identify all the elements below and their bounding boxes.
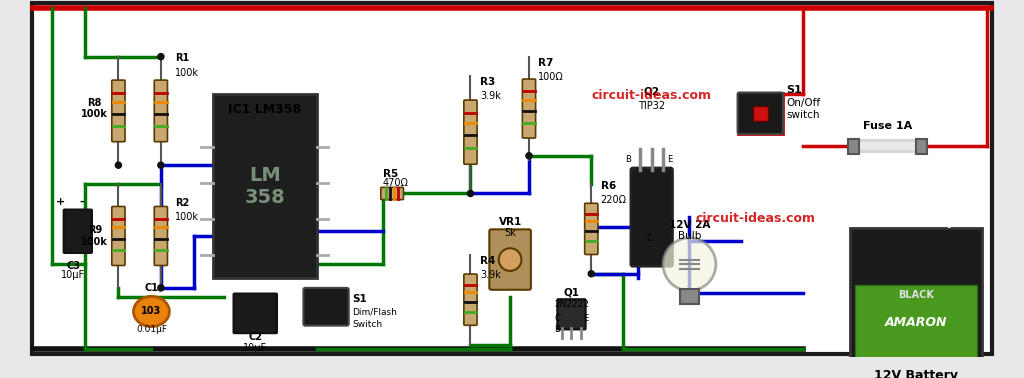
FancyBboxPatch shape [112, 80, 125, 142]
Text: TIP32: TIP32 [638, 101, 666, 110]
Text: 100k: 100k [175, 68, 199, 77]
Text: 10μF: 10μF [244, 343, 267, 353]
Text: E: E [667, 155, 672, 164]
Text: C: C [647, 234, 653, 243]
Text: R5: R5 [383, 169, 398, 178]
Circle shape [467, 190, 474, 197]
Text: C: C [554, 314, 560, 323]
Text: E: E [583, 314, 588, 323]
Text: B: B [626, 155, 631, 164]
Text: +: + [941, 213, 957, 232]
Bar [737, 93, 783, 134]
FancyBboxPatch shape [585, 203, 598, 254]
Text: switch: switch [786, 110, 820, 120]
FancyBboxPatch shape [381, 187, 403, 200]
Bar [916, 139, 928, 154]
Text: R8
100k: R8 100k [81, 98, 109, 119]
Circle shape [588, 270, 595, 277]
Text: R2: R2 [175, 198, 189, 208]
Text: circuit-ideas.com: circuit-ideas.com [695, 212, 815, 225]
Text: R3: R3 [480, 77, 496, 87]
Circle shape [525, 152, 532, 160]
Text: circuit-ideas.com: circuit-ideas.com [592, 89, 712, 102]
Text: S1: S1 [352, 294, 368, 304]
Text: 0.01μF: 0.01μF [136, 325, 167, 334]
Text: Q2: Q2 [644, 87, 659, 96]
Bar [848, 139, 859, 154]
Text: R9
100k: R9 100k [81, 225, 109, 247]
Circle shape [115, 161, 122, 169]
Text: R4: R4 [480, 256, 496, 266]
FancyBboxPatch shape [522, 79, 536, 138]
Text: +: + [56, 197, 66, 207]
Text: 3.9k: 3.9k [480, 91, 501, 101]
Text: Switch: Switch [352, 319, 383, 328]
Text: Fuse 1A: Fuse 1A [863, 121, 912, 131]
Text: 100k: 100k [175, 212, 199, 222]
Bar [631, 247, 673, 264]
Circle shape [499, 248, 521, 271]
Circle shape [157, 53, 165, 60]
FancyBboxPatch shape [155, 206, 168, 265]
Text: LM
358: LM 358 [245, 166, 285, 207]
Text: 3.9k: 3.9k [480, 270, 501, 280]
FancyBboxPatch shape [557, 299, 586, 329]
Circle shape [157, 161, 165, 169]
Text: 12V Battery: 12V Battery [873, 369, 958, 378]
Text: On/Off: On/Off [786, 98, 821, 108]
FancyBboxPatch shape [155, 80, 168, 142]
Text: 103: 103 [141, 307, 162, 316]
Text: 2N2222: 2N2222 [554, 300, 589, 309]
Text: B: B [554, 325, 560, 334]
Text: Bulb: Bulb [678, 231, 701, 241]
Text: R6: R6 [601, 181, 616, 191]
Ellipse shape [133, 296, 169, 327]
Bar [850, 228, 982, 366]
Text: S1: S1 [786, 85, 803, 94]
Text: C1: C1 [144, 283, 159, 293]
Text: AMARON: AMARON [885, 316, 947, 329]
Text: 470Ω: 470Ω [383, 178, 409, 188]
Text: C2: C2 [248, 332, 262, 342]
Text: R1: R1 [175, 53, 189, 64]
FancyBboxPatch shape [464, 274, 477, 325]
FancyBboxPatch shape [112, 206, 125, 265]
Bar [680, 289, 699, 304]
Bar [753, 106, 768, 121]
FancyBboxPatch shape [233, 294, 276, 333]
Text: BLACK: BLACK [898, 290, 934, 300]
Bar [855, 285, 977, 359]
Text: -: - [879, 213, 887, 232]
FancyBboxPatch shape [464, 100, 477, 164]
Circle shape [663, 238, 716, 291]
Text: -: - [79, 197, 84, 207]
Text: IC1 LM358: IC1 LM358 [228, 103, 301, 116]
Text: 12V 2A: 12V 2A [669, 220, 710, 231]
FancyBboxPatch shape [631, 168, 673, 266]
FancyBboxPatch shape [489, 229, 530, 290]
Text: R7: R7 [539, 58, 554, 68]
Text: 100Ω: 100Ω [539, 72, 564, 82]
Circle shape [157, 284, 165, 292]
Text: 5k: 5k [504, 228, 516, 238]
Text: VR1: VR1 [499, 217, 522, 227]
Text: C3: C3 [67, 261, 80, 271]
Text: 10μF: 10μF [61, 270, 85, 280]
FancyBboxPatch shape [303, 288, 349, 325]
Text: Dim/Flash: Dim/Flash [352, 307, 397, 316]
Text: 220Ω: 220Ω [601, 195, 627, 205]
FancyBboxPatch shape [63, 209, 92, 253]
Bar [213, 94, 316, 279]
Text: Q1: Q1 [563, 287, 580, 297]
Text: +: + [246, 280, 255, 290]
FancyBboxPatch shape [737, 93, 783, 134]
